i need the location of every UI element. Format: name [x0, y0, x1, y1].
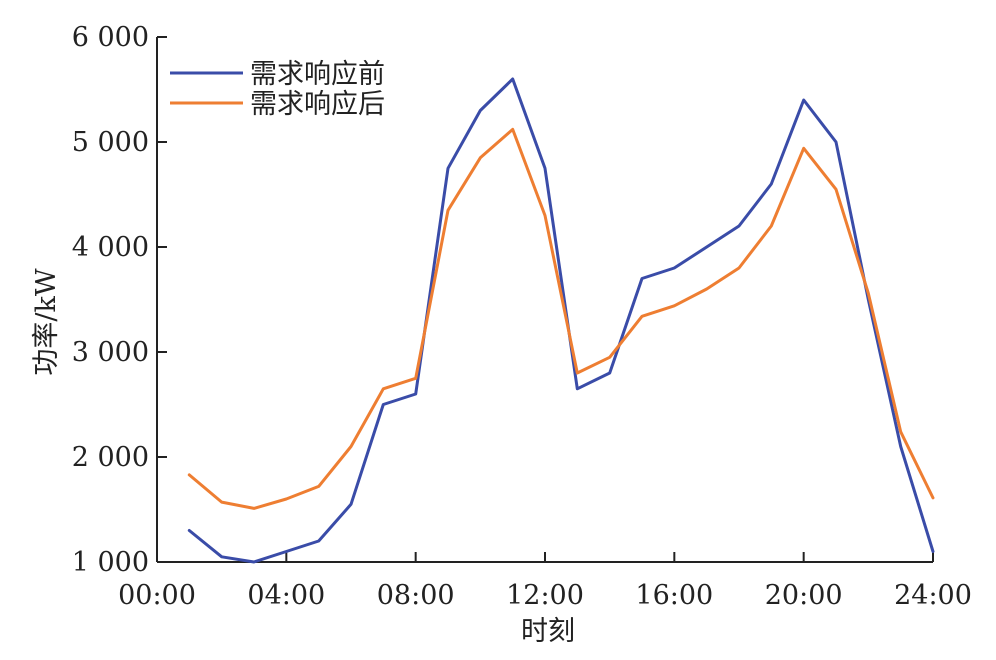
y-tick-label: 2 000 [72, 442, 149, 473]
x-ticks: 00:00 04:00 08:00 12:00 16:00 20:00 24:00 [118, 552, 972, 611]
y-axis-title: 功率/kW [31, 268, 62, 375]
y-tick-label: 5 000 [72, 127, 149, 158]
x-tick-label: 00:00 [118, 580, 196, 611]
x-tick-label: 24:00 [894, 580, 972, 611]
series-line-1 [187, 77, 935, 564]
y-tick-label: 6 000 [72, 22, 149, 53]
x-tick-label: 08:00 [377, 580, 455, 611]
y-tick-label: 3 000 [72, 337, 149, 368]
x-axis-title: 时刻 [521, 616, 575, 647]
x-tick-label: 20:00 [765, 580, 843, 611]
y-ticks: 1 000 2 000 3 000 4 000 5 000 6 000 [72, 22, 167, 578]
series-line-2 [187, 127, 935, 510]
y-tick-label: 4 000 [72, 232, 149, 263]
y-tick-label: 1 000 [72, 547, 149, 578]
legend-label-2: 需求响应后 [250, 89, 385, 120]
x-tick-label: 04:00 [247, 580, 325, 611]
legend-label-1: 需求响应前 [250, 59, 385, 90]
x-tick-label: 16:00 [635, 580, 713, 611]
series-group [187, 77, 935, 564]
x-tick-label: 12:00 [506, 580, 584, 611]
